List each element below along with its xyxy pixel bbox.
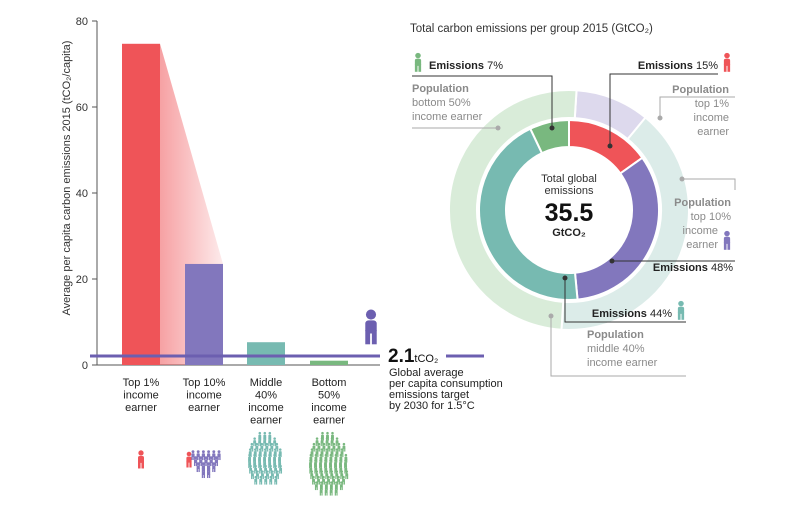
top1-population-label: Population top 1% income earner <box>672 84 729 138</box>
population-icons <box>138 431 349 496</box>
y-tick-label: 40 <box>76 188 88 200</box>
bar-top1 <box>122 43 160 365</box>
leader-top1-population <box>659 96 735 118</box>
donut-center <box>506 147 632 273</box>
donut-title: Total carbon emissions per group 2015 (G… <box>410 23 653 35</box>
category-label-top1: income <box>123 390 158 402</box>
target-label-line-1: Global average <box>389 367 464 379</box>
person-icon-top1 <box>138 450 144 469</box>
svg-text:top 10%: top 10% <box>691 211 732 223</box>
y-tick-label: 80 <box>76 16 88 28</box>
y-axis-label: Average per capita carbon emissions 2015… <box>61 41 73 316</box>
emissions-ring <box>478 118 660 301</box>
population-slice-bottom50 <box>447 88 578 331</box>
population-slice-middle40 <box>560 116 690 331</box>
svg-text:earner: earner <box>686 239 718 251</box>
category-label-top10: Top 10% <box>183 377 226 389</box>
svg-text:income: income <box>694 112 729 124</box>
crowd-icon-top10 <box>186 450 221 479</box>
person-icon <box>365 309 377 345</box>
category-label-middle40: income <box>248 402 283 414</box>
svg-text:middle 40%: middle 40% <box>587 343 645 355</box>
target-label-line-3: emissions target <box>389 389 469 401</box>
category-label-top1: Top 1% <box>123 377 160 389</box>
category-label-top1: earner <box>125 402 157 414</box>
svg-text:bottom 50%: bottom 50% <box>412 97 471 109</box>
target-label-line-2: per capita consumption <box>389 378 503 390</box>
category-label-middle40: Middle <box>250 377 282 389</box>
bar-bottom50 <box>310 360 348 365</box>
svg-text:earner: earner <box>697 126 729 138</box>
crowd-icon-middle40 <box>248 431 283 485</box>
bar-chart: Average per capita carbon emissions 2015… <box>61 16 503 496</box>
population-ring <box>447 88 690 331</box>
y-tick-label: 0 <box>82 360 88 372</box>
bars <box>122 43 348 365</box>
leader-top10-population <box>682 178 736 190</box>
target-label-line-4: by 2030 for 1.5°C <box>389 400 475 412</box>
bottom50-population-label: Population bottom 50% income earner <box>412 83 483 123</box>
middle40-population-label: Population middle 40% income earner <box>587 329 658 369</box>
crowd-icon-bottom50 <box>309 431 349 496</box>
svg-text:Population: Population <box>412 83 469 95</box>
svg-text:top 1%: top 1% <box>695 98 729 110</box>
category-label-middle40: 40% <box>255 390 277 402</box>
top10-emissions-label: Emissions 48% <box>653 262 733 274</box>
center-label-line-1: Total global <box>541 173 597 185</box>
category-label-top10: income <box>186 390 221 402</box>
leader-middle40-population <box>550 316 686 377</box>
leader-top1-emissions <box>609 73 718 146</box>
middle40-emissions-label: Emissions 44% <box>592 300 685 320</box>
svg-text:Emissions 7%: Emissions 7% <box>429 60 503 72</box>
bottom50-emissions-label: Emissions 7% <box>414 52 503 72</box>
target-annotation: 2.1tCO₂ Global average per capita consum… <box>365 309 503 412</box>
emissions-wedge <box>160 43 223 365</box>
category-label-top10: earner <box>188 402 220 414</box>
svg-text:Emissions 15%: Emissions 15% <box>638 60 718 72</box>
target-value: 2.1tCO₂ <box>388 346 438 367</box>
svg-text:Population: Population <box>674 197 731 209</box>
donut-chart: Total carbon emissions per group 2015 (G… <box>410 23 736 377</box>
svg-text:income earner: income earner <box>412 111 483 123</box>
leader-bottom50-emissions <box>412 75 553 128</box>
svg-text:income earner: income earner <box>587 357 658 369</box>
top1-emissions-label: Emissions 15% <box>638 52 731 72</box>
bar-top10 <box>185 263 223 365</box>
svg-text:Population: Population <box>587 329 644 341</box>
center-total-value: 35.5 <box>545 199 594 227</box>
top10-population-label: Population top 10% income earner <box>674 197 731 251</box>
leader-lines <box>412 73 736 377</box>
svg-text:income: income <box>683 225 718 237</box>
svg-text:Emissions 48%: Emissions 48% <box>653 262 733 274</box>
category-label-bottom50: income <box>311 402 346 414</box>
category-label-bottom50: earner <box>313 415 345 427</box>
svg-text:Emissions 44%: Emissions 44% <box>592 308 672 320</box>
category-label-middle40: earner <box>250 415 282 427</box>
svg-text:Population: Population <box>672 84 729 96</box>
y-tick-label: 20 <box>76 274 88 286</box>
category-label-bottom50: Bottom <box>312 377 347 389</box>
center-unit: GtCO₂ <box>552 227 586 239</box>
leader-middle40-emissions <box>564 278 686 323</box>
bar-middle40 <box>247 342 285 365</box>
y-tick-label: 60 <box>76 102 88 114</box>
center-label-line-2: emissions <box>545 185 594 197</box>
category-label-bottom50: 50% <box>318 390 340 402</box>
y-axis-ticks: 0 20 40 60 80 <box>76 16 97 372</box>
